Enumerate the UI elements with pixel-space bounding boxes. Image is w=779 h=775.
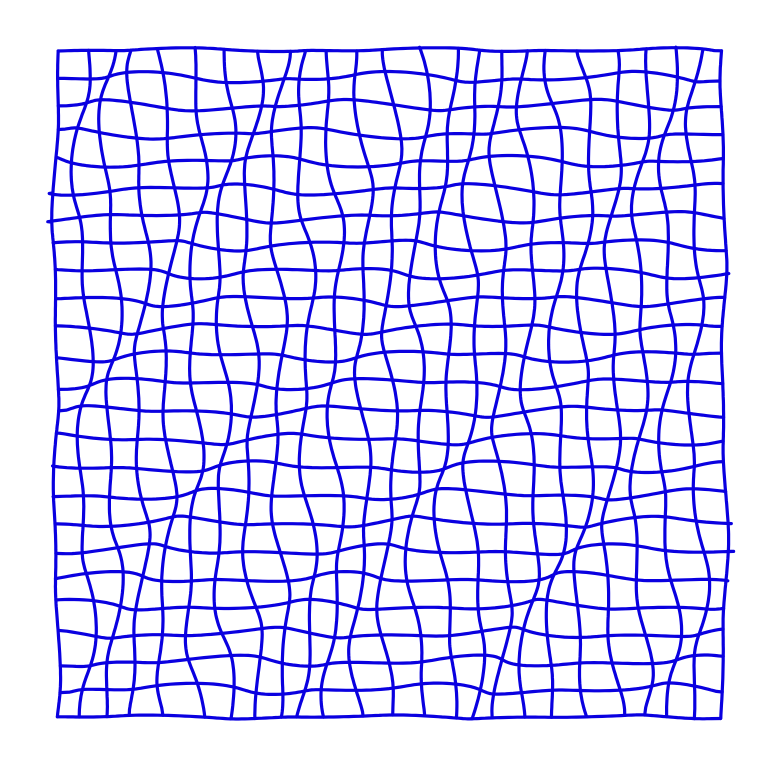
grid-row-line — [47, 181, 725, 197]
grid-column-line — [718, 49, 731, 721]
grid-row-line — [55, 713, 723, 721]
grid-column-line — [572, 49, 595, 719]
grid-column-line — [69, 48, 98, 719]
grid-column-line — [656, 45, 684, 719]
grid-column-line — [628, 47, 655, 717]
grid-column-line — [125, 48, 153, 717]
grid-column-line — [241, 49, 266, 721]
grid-row-line — [53, 570, 730, 584]
grid-column-line — [347, 49, 375, 718]
grid-row-line — [54, 431, 725, 447]
grid-column-line — [155, 47, 182, 717]
grid-column-line — [97, 49, 125, 719]
grid-column-line — [183, 46, 210, 719]
grid-row-line — [56, 625, 725, 640]
grid-column-line — [542, 48, 568, 719]
grid-row-line — [54, 542, 736, 557]
grid-row-line — [56, 376, 725, 392]
grid-column-line — [50, 49, 63, 719]
grid-column-line — [432, 46, 460, 720]
grid-column-line — [375, 48, 404, 717]
grid-column-line — [683, 47, 712, 721]
grid-column-line — [295, 49, 319, 719]
grid-column-line — [460, 48, 487, 721]
grid-lines — [46, 45, 736, 721]
grid-row-line — [56, 125, 725, 141]
grid-row-line — [46, 210, 726, 225]
grid-column-line — [600, 49, 627, 717]
grid-row-line — [54, 597, 726, 612]
grid-column-line — [487, 49, 514, 720]
grid-row-line — [53, 322, 724, 336]
grid-row-line — [54, 153, 725, 169]
grid-column-line — [514, 49, 541, 719]
grid-row-line — [57, 404, 726, 419]
grid-row-line — [54, 349, 724, 364]
grid-row-line — [54, 294, 727, 309]
grid-column-line — [212, 47, 238, 721]
grid-column-line — [268, 49, 293, 719]
grid-column-line — [403, 45, 432, 718]
grid-column-line — [319, 49, 347, 719]
grid-row-line — [56, 97, 723, 113]
grid-row-line — [51, 238, 728, 253]
grid-row-line — [51, 459, 725, 475]
